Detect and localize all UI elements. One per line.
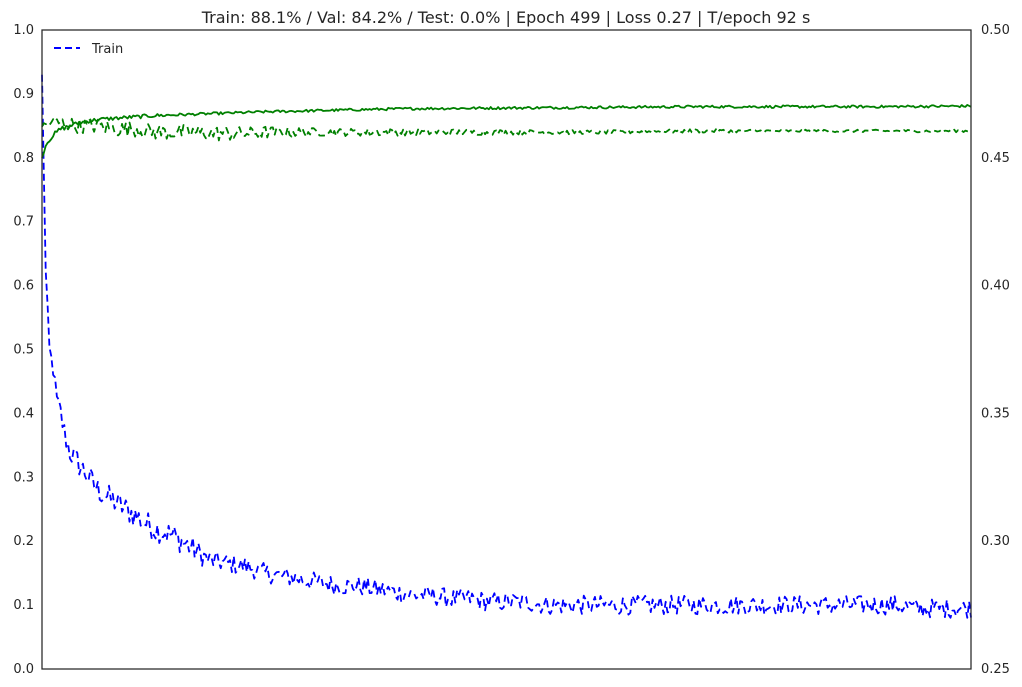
right-y-axis: 0.25 0.30 0.35 0.40 0.45 0.50 (981, 23, 1010, 677)
right-tick-label: 0.35 (981, 406, 1010, 421)
left-tick-label: 0.8 (13, 151, 34, 166)
legend: Train (54, 42, 123, 57)
series-line-1 (41, 104, 972, 159)
left-tick-label: 0.7 (13, 215, 34, 230)
left-tick-label: 0.3 (13, 470, 34, 485)
chart-title: Train: 88.1% / Val: 84.2% / Test: 0.0% |… (201, 8, 811, 27)
left-tick-label: 0.0 (13, 662, 34, 677)
right-tick-label: 0.40 (981, 279, 1010, 294)
right-tick-label: 0.25 (981, 662, 1010, 677)
left-tick-label: 0.4 (13, 406, 34, 421)
plot-frame (41, 29, 972, 670)
left-tick-label: 0.9 (13, 87, 34, 102)
right-tick-label: 0.50 (981, 23, 1010, 38)
right-tick-label: 0.30 (981, 534, 1010, 549)
left-y-axis: 0.0 0.1 0.2 0.3 0.4 0.5 0.6 0.7 0.8 0.9 1.0 (13, 23, 34, 677)
left-tick-label: 0.6 (13, 279, 34, 294)
left-tick-label: 0.2 (13, 534, 34, 549)
series-line-2 (41, 117, 972, 142)
left-tick-label: 0.1 (13, 598, 34, 613)
legend-label-train: Train (91, 42, 123, 57)
left-tick-label: 0.5 (13, 343, 34, 358)
left-tick-label: 1.0 (13, 23, 34, 38)
right-tick-label: 0.45 (981, 151, 1010, 166)
series-line-0 (41, 74, 972, 619)
